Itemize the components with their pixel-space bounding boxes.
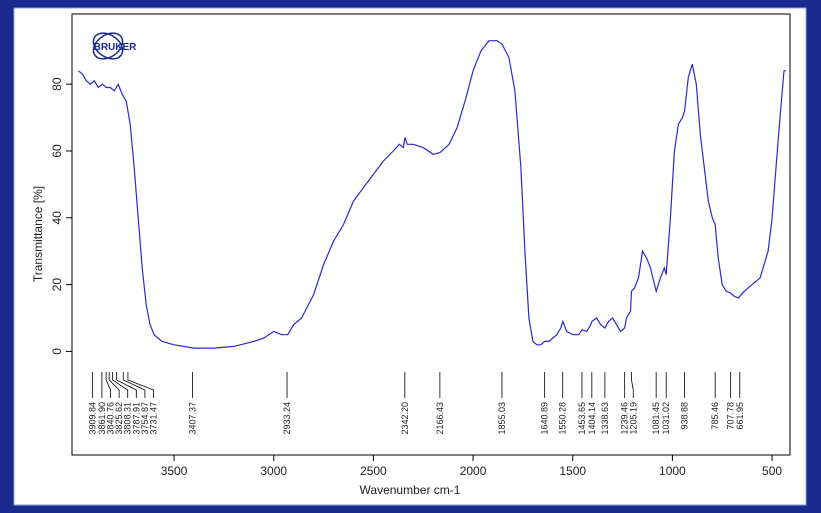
peak-line (122, 372, 146, 398)
peak-label: 3407.37 (188, 402, 198, 435)
spectrum-line (78, 40, 786, 349)
plot-frame (71, 13, 791, 456)
peak-label: 1081.45 (651, 402, 661, 435)
panel (13, 7, 807, 506)
peak-label: 707.78 (726, 402, 736, 430)
x-tick-label: 2500 (360, 464, 387, 478)
peak-label: 3808.31 (123, 402, 133, 435)
peak-label: 3825.62 (114, 402, 124, 435)
x-tick-label: 3000 (260, 464, 287, 478)
y-tick-label: 0 (50, 348, 64, 355)
peak-label: 2166.43 (435, 402, 445, 435)
peak-line (127, 372, 154, 398)
peak-label: 1855.03 (497, 402, 507, 435)
peak-label: 3754.87 (140, 402, 150, 435)
peak-label: 2342.20 (400, 402, 410, 435)
peak-label: 3909.84 (87, 402, 97, 435)
peak-label: 1031.02 (661, 402, 671, 435)
peak-line (105, 372, 111, 398)
x-tick-label: 1000 (659, 464, 686, 478)
x-tick-label: 2000 (460, 464, 487, 478)
peak-label: 3861.90 (97, 402, 107, 435)
peak-label: 785.46 (710, 402, 720, 430)
peak-line (116, 372, 137, 398)
peak-label: 1453.65 (577, 402, 587, 435)
peak-label: 1239.46 (620, 402, 630, 435)
peak-label: 1338.63 (600, 402, 610, 435)
peak-line (631, 372, 634, 398)
logo: BRUKER (92, 32, 138, 60)
peak-label: 3787.91 (131, 402, 141, 435)
peak-label: 1550.28 (558, 402, 568, 435)
x-tick-label: 500 (762, 464, 782, 478)
peak-label: 1404.14 (587, 402, 597, 435)
peak-label: 1205.19 (628, 402, 638, 435)
logo-text: BRUKER (94, 42, 138, 53)
y-tick-label: 60 (50, 144, 64, 158)
y-tick-label: 40 (50, 211, 64, 225)
x-axis-title: Wavenumber cm-1 (360, 483, 461, 497)
peak-label: 1640.89 (540, 402, 550, 435)
peak-label: 3731.47 (149, 402, 159, 435)
x-tick-label: 1500 (559, 464, 586, 478)
peak-line (108, 372, 120, 398)
peak-label: 2933.24 (282, 402, 292, 435)
peak-label: 661.95 (735, 402, 745, 430)
y-axis-title: Transmittance [%] (31, 186, 45, 282)
y-tick-label: 20 (50, 278, 64, 292)
peak-label: 938.88 (680, 402, 690, 430)
y-tick-label: 80 (50, 77, 64, 91)
x-tick-label: 3500 (161, 464, 188, 478)
peak-line (112, 372, 129, 398)
peak-label: 3840.76 (106, 402, 116, 435)
